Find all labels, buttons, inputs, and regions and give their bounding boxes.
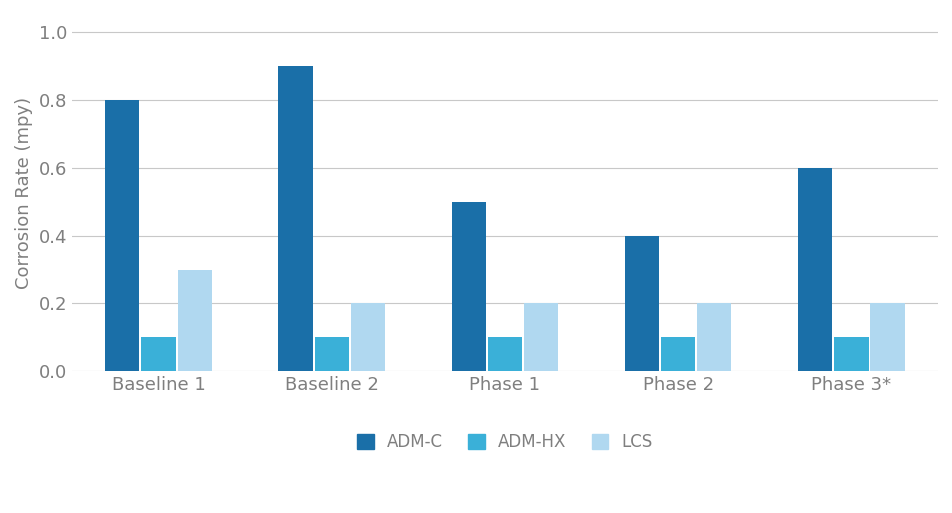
Bar [833, 338, 867, 371]
Bar [314, 338, 348, 371]
Bar [105, 100, 139, 371]
Bar [661, 338, 695, 371]
Legend: ADM-C, ADM-HX, LCS: ADM-C, ADM-HX, LCS [357, 433, 652, 451]
Bar [350, 304, 385, 371]
Bar [625, 235, 659, 371]
Bar [797, 168, 831, 371]
Y-axis label: Corrosion Rate (mpy): Corrosion Rate (mpy) [15, 97, 33, 289]
Bar [524, 304, 558, 371]
Bar [487, 338, 522, 371]
Bar [451, 202, 486, 371]
Bar [278, 66, 312, 371]
Bar [869, 304, 903, 371]
Bar [141, 338, 175, 371]
Bar [177, 269, 211, 371]
Bar [697, 304, 731, 371]
